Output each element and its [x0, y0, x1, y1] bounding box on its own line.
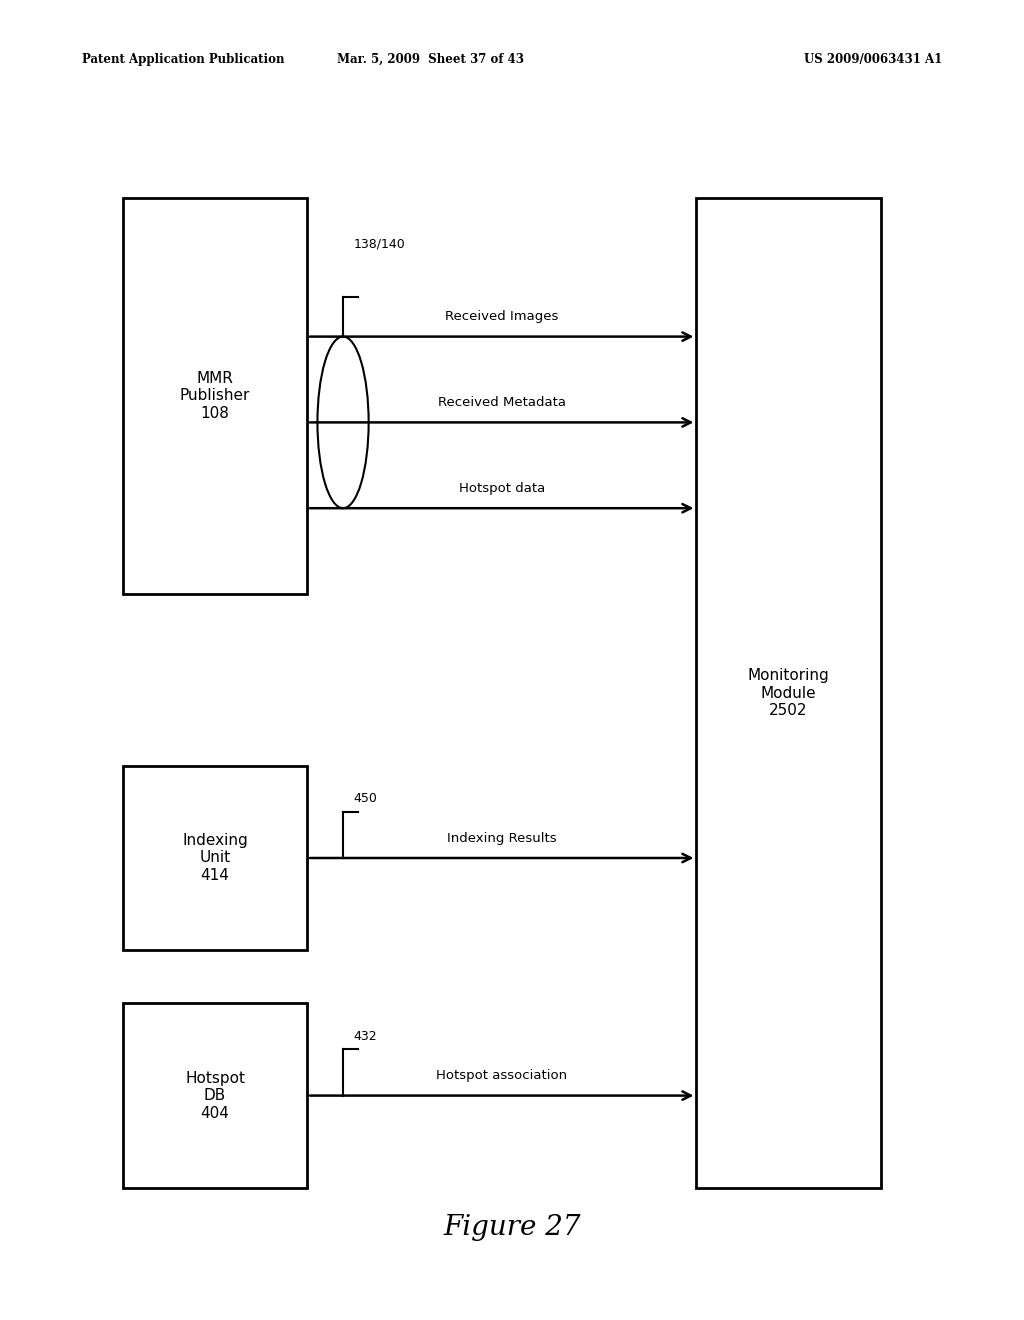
Text: Monitoring
Module
2502: Monitoring Module 2502 [748, 668, 829, 718]
Text: Hotspot association: Hotspot association [436, 1069, 567, 1082]
Text: Hotspot
DB
404: Hotspot DB 404 [185, 1071, 245, 1121]
FancyBboxPatch shape [123, 766, 307, 950]
Text: 450: 450 [353, 792, 377, 805]
Text: Mar. 5, 2009  Sheet 37 of 43: Mar. 5, 2009 Sheet 37 of 43 [337, 53, 523, 66]
FancyBboxPatch shape [123, 1003, 307, 1188]
Text: Figure 27: Figure 27 [443, 1214, 581, 1241]
Text: 432: 432 [353, 1030, 377, 1043]
Text: Hotspot data: Hotspot data [459, 482, 545, 495]
Ellipse shape [317, 337, 369, 508]
FancyBboxPatch shape [696, 198, 881, 1188]
Text: Indexing
Unit
414: Indexing Unit 414 [182, 833, 248, 883]
Text: US 2009/0063431 A1: US 2009/0063431 A1 [804, 53, 942, 66]
Text: Received Images: Received Images [445, 310, 558, 323]
Text: Received Metadata: Received Metadata [438, 396, 565, 409]
Text: MMR
Publisher
108: MMR Publisher 108 [180, 371, 250, 421]
Text: 138/140: 138/140 [353, 238, 406, 251]
FancyBboxPatch shape [123, 198, 307, 594]
Text: Indexing Results: Indexing Results [446, 832, 557, 845]
Text: Patent Application Publication: Patent Application Publication [82, 53, 285, 66]
